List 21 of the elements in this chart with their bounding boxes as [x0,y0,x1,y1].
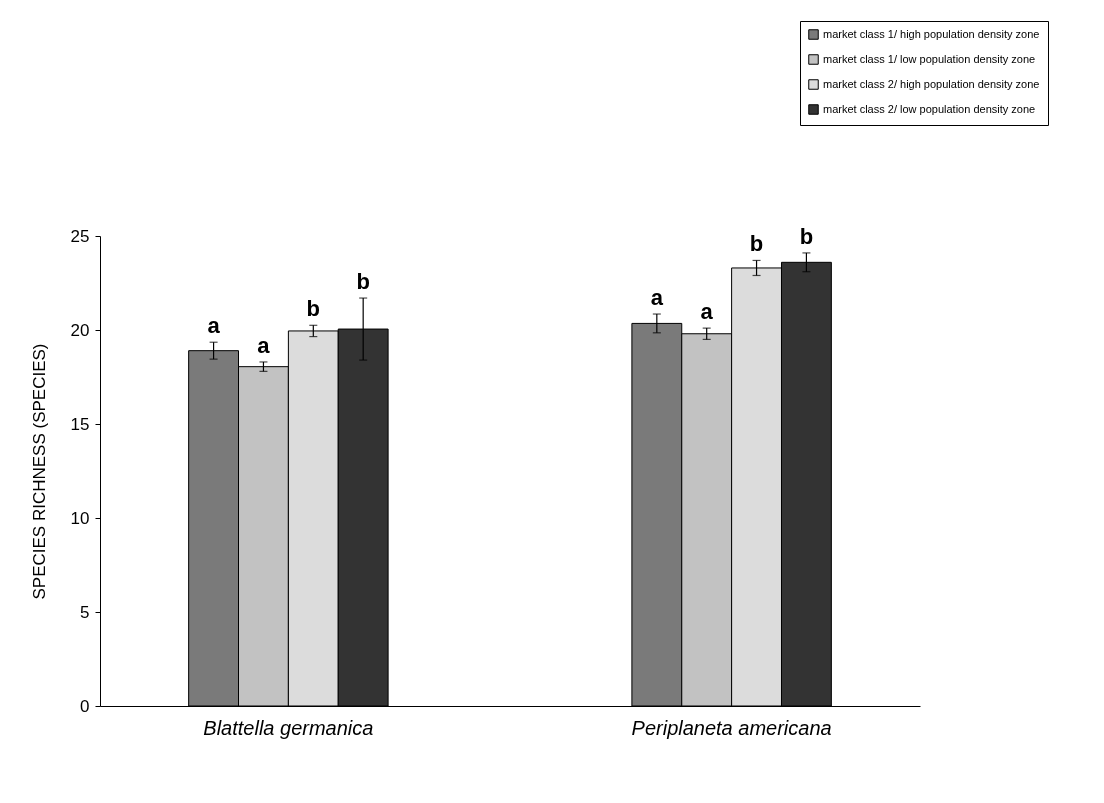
legend-label: market class 1/ high population density zone [823,27,1040,40]
legend-label: market class 1/ low population density zone [823,52,1036,65]
y-tick-label: 0 [80,696,90,716]
y-tick-label: 25 [70,226,90,246]
y-tick-label: 10 [70,508,90,528]
x-tick-label: Periplaneta americana [631,716,832,739]
data-label: a [700,299,714,325]
data-label: a [650,285,664,311]
y-tick-label: 5 [80,602,90,622]
data-label: b [799,223,814,249]
legend-label: market class 2/ low population density zone [823,102,1036,115]
data-label: b [356,269,370,295]
y-tick-label: 15 [70,414,90,434]
data-label: a [207,313,221,339]
data-label: b [749,231,764,257]
legend-label: market class 2/ high population density zone [823,77,1040,90]
x-tick-label: Blattella germanica [203,716,374,739]
y-tick-label: 20 [70,320,90,340]
data-label: a [257,332,271,358]
y-axis-title: SPECIES RICHNESS (SPECIES) [29,343,49,600]
data-label: b [306,296,321,322]
